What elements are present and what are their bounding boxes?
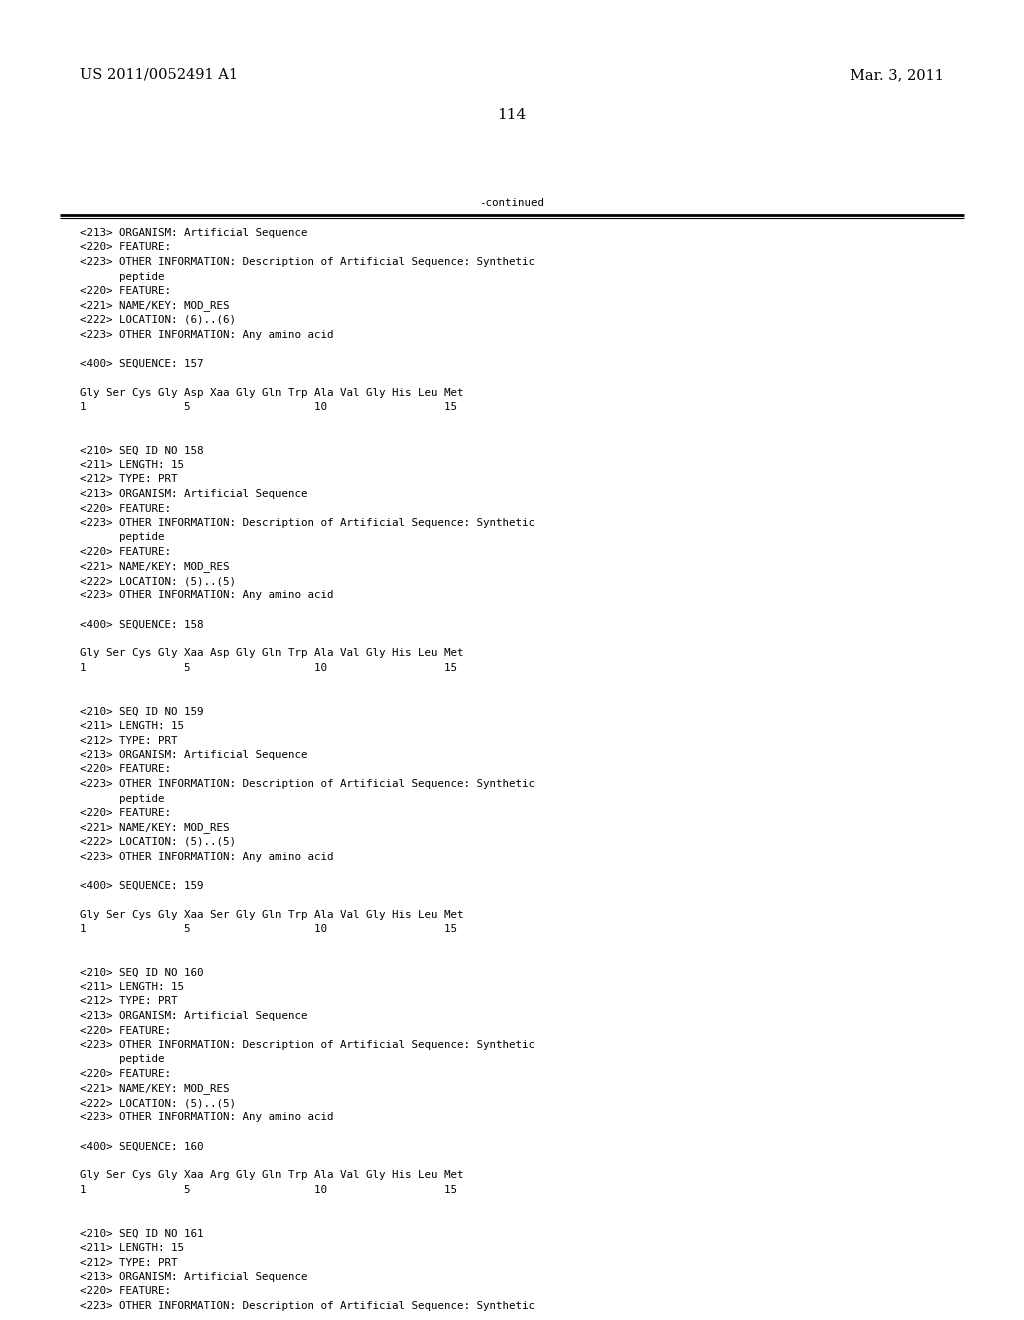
Text: <221> NAME/KEY: MOD_RES: <221> NAME/KEY: MOD_RES (80, 822, 229, 833)
Text: <210> SEQ ID NO 158: <210> SEQ ID NO 158 (80, 446, 204, 455)
Text: <223> OTHER INFORMATION: Description of Artificial Sequence: Synthetic: <223> OTHER INFORMATION: Description of … (80, 779, 535, 789)
Text: US 2011/0052491 A1: US 2011/0052491 A1 (80, 69, 238, 82)
Text: peptide: peptide (80, 532, 165, 543)
Text: <212> TYPE: PRT: <212> TYPE: PRT (80, 997, 177, 1006)
Text: <213> ORGANISM: Artificial Sequence: <213> ORGANISM: Artificial Sequence (80, 1011, 307, 1020)
Text: <220> FEATURE:: <220> FEATURE: (80, 808, 171, 818)
Text: <223> OTHER INFORMATION: Any amino acid: <223> OTHER INFORMATION: Any amino acid (80, 330, 334, 339)
Text: <223> OTHER INFORMATION: Description of Artificial Sequence: Synthetic: <223> OTHER INFORMATION: Description of … (80, 517, 535, 528)
Text: Mar. 3, 2011: Mar. 3, 2011 (850, 69, 944, 82)
Text: <223> OTHER INFORMATION: Description of Artificial Sequence: Synthetic: <223> OTHER INFORMATION: Description of … (80, 257, 535, 267)
Text: <223> OTHER INFORMATION: Description of Artificial Sequence: Synthetic: <223> OTHER INFORMATION: Description of … (80, 1040, 535, 1049)
Text: <220> FEATURE:: <220> FEATURE: (80, 1287, 171, 1296)
Text: -continued: -continued (479, 198, 545, 209)
Text: <212> TYPE: PRT: <212> TYPE: PRT (80, 1258, 177, 1267)
Text: Gly Ser Cys Gly Xaa Ser Gly Gln Trp Ala Val Gly His Leu Met: Gly Ser Cys Gly Xaa Ser Gly Gln Trp Ala … (80, 909, 464, 920)
Text: <210> SEQ ID NO 161: <210> SEQ ID NO 161 (80, 1229, 204, 1238)
Text: <400> SEQUENCE: 158: <400> SEQUENCE: 158 (80, 619, 204, 630)
Text: <211> LENGTH: 15: <211> LENGTH: 15 (80, 1243, 184, 1253)
Text: <220> FEATURE:: <220> FEATURE: (80, 546, 171, 557)
Text: <210> SEQ ID NO 160: <210> SEQ ID NO 160 (80, 968, 204, 978)
Text: Gly Ser Cys Gly Xaa Asp Gly Gln Trp Ala Val Gly His Leu Met: Gly Ser Cys Gly Xaa Asp Gly Gln Trp Ala … (80, 648, 464, 659)
Text: 1               5                   10                  15: 1 5 10 15 (80, 924, 457, 935)
Text: peptide: peptide (80, 1055, 165, 1064)
Text: <223> OTHER INFORMATION: Any amino acid: <223> OTHER INFORMATION: Any amino acid (80, 590, 334, 601)
Text: <222> LOCATION: (5)..(5): <222> LOCATION: (5)..(5) (80, 576, 236, 586)
Text: <211> LENGTH: 15: <211> LENGTH: 15 (80, 459, 184, 470)
Text: <400> SEQUENCE: 157: <400> SEQUENCE: 157 (80, 359, 204, 368)
Text: <211> LENGTH: 15: <211> LENGTH: 15 (80, 982, 184, 993)
Text: <221> NAME/KEY: MOD_RES: <221> NAME/KEY: MOD_RES (80, 301, 229, 312)
Text: <221> NAME/KEY: MOD_RES: <221> NAME/KEY: MOD_RES (80, 1084, 229, 1094)
Text: <213> ORGANISM: Artificial Sequence: <213> ORGANISM: Artificial Sequence (80, 1272, 307, 1282)
Text: 114: 114 (498, 108, 526, 121)
Text: <211> LENGTH: 15: <211> LENGTH: 15 (80, 721, 184, 731)
Text: Gly Ser Cys Gly Xaa Arg Gly Gln Trp Ala Val Gly His Leu Met: Gly Ser Cys Gly Xaa Arg Gly Gln Trp Ala … (80, 1171, 464, 1180)
Text: 1               5                   10                  15: 1 5 10 15 (80, 403, 457, 412)
Text: <220> FEATURE:: <220> FEATURE: (80, 1069, 171, 1078)
Text: <222> LOCATION: (5)..(5): <222> LOCATION: (5)..(5) (80, 1098, 236, 1107)
Text: Gly Ser Cys Gly Asp Xaa Gly Gln Trp Ala Val Gly His Leu Met: Gly Ser Cys Gly Asp Xaa Gly Gln Trp Ala … (80, 388, 464, 397)
Text: <213> ORGANISM: Artificial Sequence: <213> ORGANISM: Artificial Sequence (80, 750, 307, 760)
Text: <213> ORGANISM: Artificial Sequence: <213> ORGANISM: Artificial Sequence (80, 488, 307, 499)
Text: <223> OTHER INFORMATION: Any amino acid: <223> OTHER INFORMATION: Any amino acid (80, 851, 334, 862)
Text: <220> FEATURE:: <220> FEATURE: (80, 764, 171, 775)
Text: <400> SEQUENCE: 159: <400> SEQUENCE: 159 (80, 880, 204, 891)
Text: <223> OTHER INFORMATION: Any amino acid: <223> OTHER INFORMATION: Any amino acid (80, 1113, 334, 1122)
Text: <210> SEQ ID NO 159: <210> SEQ ID NO 159 (80, 706, 204, 717)
Text: <220> FEATURE:: <220> FEATURE: (80, 286, 171, 296)
Text: <213> ORGANISM: Artificial Sequence: <213> ORGANISM: Artificial Sequence (80, 228, 307, 238)
Text: 1               5                   10                  15: 1 5 10 15 (80, 663, 457, 673)
Text: <220> FEATURE:: <220> FEATURE: (80, 1026, 171, 1035)
Text: <223> OTHER INFORMATION: Description of Artificial Sequence: Synthetic: <223> OTHER INFORMATION: Description of … (80, 1302, 535, 1311)
Text: <220> FEATURE:: <220> FEATURE: (80, 243, 171, 252)
Text: <221> NAME/KEY: MOD_RES: <221> NAME/KEY: MOD_RES (80, 561, 229, 573)
Text: 1               5                   10                  15: 1 5 10 15 (80, 1185, 457, 1195)
Text: <400> SEQUENCE: 160: <400> SEQUENCE: 160 (80, 1142, 204, 1151)
Text: <220> FEATURE:: <220> FEATURE: (80, 503, 171, 513)
Text: <222> LOCATION: (6)..(6): <222> LOCATION: (6)..(6) (80, 315, 236, 325)
Text: peptide: peptide (80, 793, 165, 804)
Text: <212> TYPE: PRT: <212> TYPE: PRT (80, 474, 177, 484)
Text: <222> LOCATION: (5)..(5): <222> LOCATION: (5)..(5) (80, 837, 236, 847)
Text: peptide: peptide (80, 272, 165, 281)
Text: <212> TYPE: PRT: <212> TYPE: PRT (80, 735, 177, 746)
